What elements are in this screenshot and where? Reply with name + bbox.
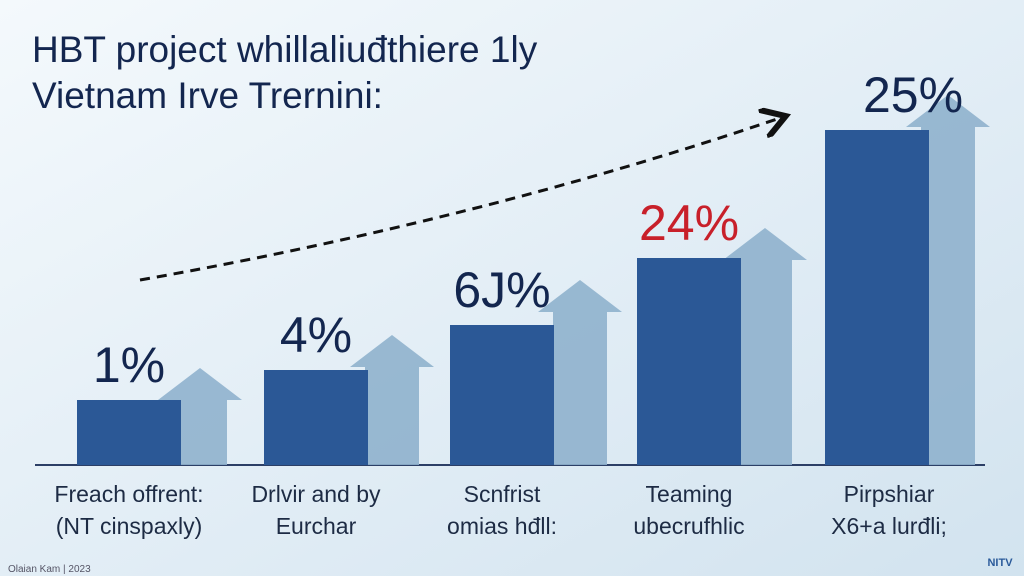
category-label: Eurchar	[276, 513, 357, 539]
category-label: omias hđll:	[447, 513, 557, 539]
bar	[825, 130, 929, 465]
category-label: (NT cinspaxly)	[56, 513, 203, 539]
category-label: ubecrufhlic	[633, 513, 744, 539]
footer-caption: Olaian Kam | 2023	[8, 564, 91, 575]
logo: NITV	[987, 557, 1013, 569]
value-label: 25%	[863, 67, 963, 123]
category-label: X6+a lurđli;	[831, 513, 947, 539]
value-label: 24%	[639, 195, 739, 251]
trend-arrow	[139, 118, 780, 282]
bar	[77, 400, 181, 465]
title-line: HBT project whillaliuđthiere 1ly	[32, 29, 538, 70]
category-label: Pirpshiar	[844, 481, 935, 507]
category-label: Teaming	[646, 481, 733, 507]
category-label: Scnfrist	[464, 481, 541, 507]
category-label: Freach offrent:	[54, 481, 203, 507]
arrow-shape	[723, 228, 807, 465]
bar	[637, 258, 741, 465]
bar	[264, 370, 368, 465]
value-label: 6J%	[453, 262, 550, 318]
value-label: 1%	[93, 337, 165, 393]
value-label: 4%	[280, 307, 352, 363]
arrow-shape	[350, 335, 434, 465]
bars: 1% Freach offrent: (NT cinspaxly) 4% Drlvir …	[54, 67, 990, 539]
arrow-shape	[538, 280, 622, 465]
title-line: Vietnam Irve Trernini:	[32, 75, 383, 116]
bar	[450, 325, 554, 465]
category-label: Drlvir and by	[251, 481, 381, 507]
